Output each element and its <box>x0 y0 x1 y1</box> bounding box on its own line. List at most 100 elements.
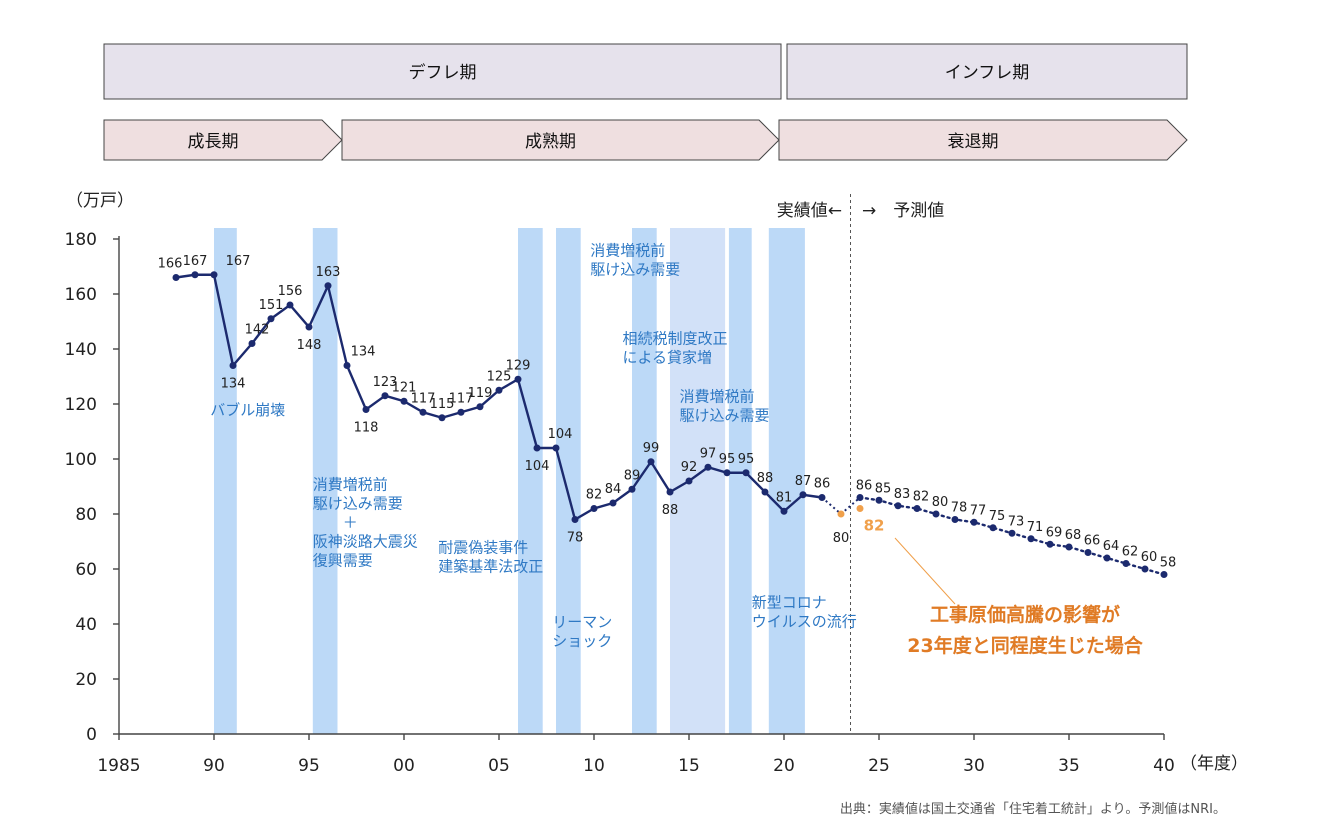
data-point <box>286 301 294 309</box>
y-tick-label: 120 <box>65 395 97 415</box>
data-point <box>172 274 180 281</box>
annotation-text: 消費増税前 <box>680 387 755 405</box>
data-label: 121 <box>392 380 417 395</box>
x-tick-label: 20 <box>773 756 795 776</box>
y-tick-label: 140 <box>65 340 97 360</box>
data-label: 86 <box>814 477 831 492</box>
forecast-label: 66 <box>1084 534 1101 549</box>
data-point <box>305 323 313 331</box>
data-point <box>191 271 199 279</box>
annotation-text: による貸家増 <box>623 349 713 367</box>
forecast-point <box>875 496 883 504</box>
forecast-point <box>1103 554 1111 562</box>
annotation-text: 建築基準法改正 <box>438 558 543 576</box>
y-tick-label: 100 <box>65 450 97 470</box>
event-band <box>556 228 581 734</box>
annotations: バブル崩壊消費増税前駆け込み需要＋阪神淡路大震災復興需要耐震偽装事件建築基準法改… <box>210 242 857 650</box>
actual-values-label: 実績値← <box>777 201 842 221</box>
data-label: 118 <box>354 421 379 436</box>
data-label: 134 <box>221 377 246 392</box>
annotation-text: 耐震偽装事件 <box>438 539 528 557</box>
scenario-label: 82 <box>864 517 885 535</box>
forecast-point <box>1065 543 1073 551</box>
data-labels: 166 167 1671341421511561481631341181231211… <box>158 254 1177 571</box>
data-point <box>647 458 655 466</box>
data-label: 117 <box>411 391 436 406</box>
stage-label: 成長期 <box>188 132 239 152</box>
data-point <box>761 488 769 496</box>
data-label: 87 <box>795 474 812 489</box>
forecast-label: 71 <box>1027 520 1044 535</box>
data-point <box>590 505 598 512</box>
forecast-point <box>1027 535 1035 543</box>
data-point <box>400 397 408 405</box>
annotation-text: ウイルスの流行 <box>752 613 857 631</box>
data-point <box>476 403 484 411</box>
data-label: 156 <box>278 284 303 299</box>
x-tick-label: 30 <box>963 756 985 776</box>
data-point <box>723 469 731 477</box>
data-label: 99 <box>643 441 660 456</box>
scenario-leader-line <box>894 537 956 605</box>
forecast-point <box>1122 560 1130 567</box>
annotation-text: 新型コロナ <box>752 594 827 612</box>
forecast-point <box>1141 565 1149 573</box>
x-tick-label: 35 <box>1058 756 1080 776</box>
phase-row: デフレ期 インフレ期 <box>103 43 1188 100</box>
data-label: 104 <box>525 459 550 474</box>
forecast-point <box>951 516 959 523</box>
y-tick-label: 40 <box>75 615 97 635</box>
forecast-point <box>932 510 940 518</box>
scenario-note-line-2: 23年度と同程度生じた場合 <box>907 634 1143 657</box>
forecast-label: 69 <box>1046 525 1063 540</box>
data-label: 117 <box>449 391 474 406</box>
data-point <box>799 491 807 499</box>
stage-label: 成熟期 <box>525 131 576 152</box>
forecast-point <box>989 524 997 532</box>
data-label: 80 <box>833 531 850 546</box>
data-label: 167 <box>183 254 208 269</box>
data-point <box>685 477 693 485</box>
data-point <box>229 362 237 369</box>
data-label: 89 <box>624 468 641 483</box>
x-tick-label: 10 <box>583 756 605 776</box>
data-point <box>780 507 788 515</box>
annotation-text: 相続税制度改正 <box>623 330 728 348</box>
data-point <box>457 408 465 416</box>
data-label: 148 <box>297 338 322 353</box>
data-label: 119 <box>468 386 493 401</box>
forecast-point <box>1046 540 1054 548</box>
data-label: 115 <box>430 397 455 412</box>
x-tick-label: 15 <box>678 756 700 776</box>
scenario-point <box>856 505 864 512</box>
data-point <box>362 406 370 413</box>
phase-box <box>103 43 782 100</box>
x-tick-label: 05 <box>488 756 510 776</box>
axes: 0 20 40 60 80 100 120 140 160 180 1985 90 95 00 05 10 15… <box>65 194 1175 776</box>
phase-label: インフレ期 <box>945 63 1030 83</box>
data-point <box>818 494 826 501</box>
data-point <box>533 444 541 452</box>
data-point <box>267 315 275 323</box>
y-tick-label: 160 <box>65 285 97 305</box>
event-bands <box>214 228 805 734</box>
event-band <box>214 228 237 734</box>
stage-arrow <box>103 119 343 161</box>
forecast-point <box>1160 571 1168 578</box>
forecast-label: 77 <box>970 503 987 518</box>
forecast-values-label: → 予測値 <box>862 201 944 221</box>
series <box>172 271 1168 605</box>
y-tick-label: 0 <box>86 725 97 745</box>
forecast-label: 58 <box>1160 556 1177 571</box>
annotation-text: ショック <box>552 632 612 650</box>
data-point <box>343 362 351 369</box>
x-axis-unit: （年度） <box>1180 754 1248 774</box>
data-label: 151 <box>259 298 284 313</box>
data-label: 95 <box>738 452 755 467</box>
annotation-text: 阪神淡路大震災 <box>313 532 418 550</box>
x-tick-label: 95 <box>298 756 320 776</box>
forecast-label: 86 <box>856 479 873 494</box>
data-label: 163 <box>316 265 341 280</box>
annotation-text: 駆け込み需要 <box>680 406 770 424</box>
